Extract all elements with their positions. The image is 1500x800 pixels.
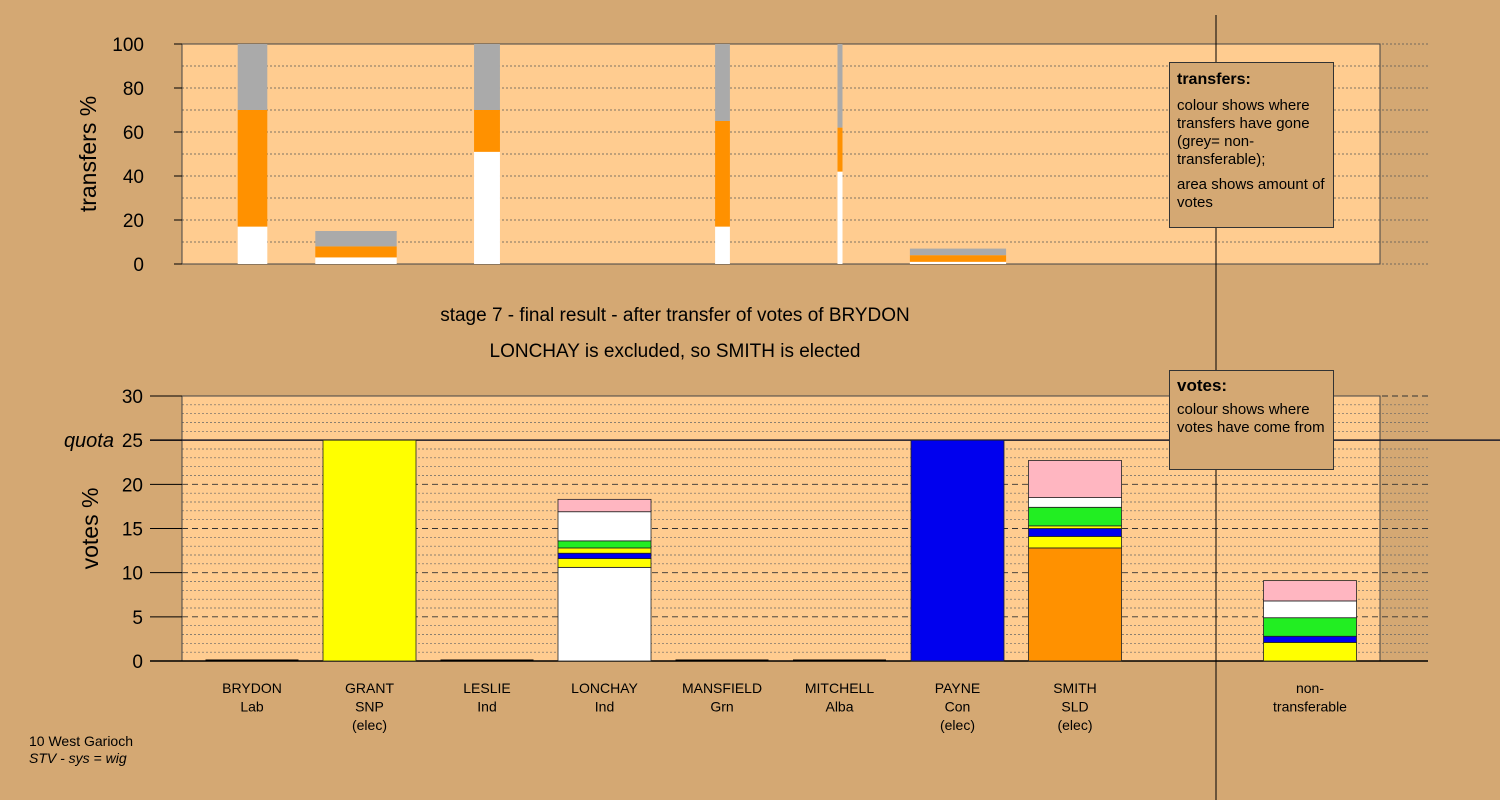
transfers-y-tick-label: 0 — [133, 255, 144, 276]
vote-segment-smith-alba — [1028, 460, 1122, 498]
transfer-segment-mitchell-non-transferable — [837, 44, 843, 128]
stage-subtitle: LONCHAY is excluded, so SMITH is elected — [489, 341, 861, 362]
candidate-name-label: LONCHAY — [571, 680, 638, 696]
vote-segment-smith-sld — [1028, 547, 1122, 662]
transfer-segment-payne-smith — [909, 255, 1007, 262]
candidate-name-label: PAYNE — [935, 680, 980, 696]
votes-y-tick-label: 5 — [132, 608, 143, 629]
vote-segment-non-transferable-con — [1263, 635, 1357, 643]
candidate-name-label: non- — [1296, 680, 1324, 696]
candidate-detail-label: (elec) — [352, 717, 387, 733]
vote-segment-lonchay-ind — [557, 566, 652, 662]
transfers-y-tick-label: 100 — [112, 35, 144, 56]
transfer-segment-mansfield-non-transferable — [715, 44, 730, 121]
transfer-segment-mitchell-smith — [837, 127, 843, 172]
candidate-detail-label: Ind — [477, 699, 496, 715]
transfers-legend: transfers: colour shows where transfers … — [1169, 62, 1334, 228]
transfer-segment-payne-lonchay — [909, 261, 1007, 264]
transfers-y-tick-label: 40 — [123, 167, 144, 188]
votes-legend-title: votes: — [1177, 376, 1228, 395]
transfer-segment-mitchell-lonchay — [837, 171, 843, 264]
candidate-detail-label: SLD — [1061, 699, 1088, 715]
vote-segment-grant-snp — [322, 439, 417, 662]
vote-segment-non-transferable-snp — [1263, 642, 1357, 662]
transfers-y-tick-label: 20 — [123, 211, 144, 232]
vote-segment-lonchay-con — [557, 552, 652, 559]
transfer-segment-payne-non-transferable — [909, 248, 1007, 256]
footer: 10 West Garioch STV - sys = wig — [29, 733, 133, 767]
candidate-name-label: SMITH — [1053, 680, 1097, 696]
quota-label: quota — [64, 430, 114, 452]
transfer-segment-grant-smith — [315, 246, 397, 258]
transfer-segment-mansfield-lonchay — [715, 226, 730, 264]
transfer-segment-brydon-smith — [237, 110, 268, 227]
candidate-detail-label: Alba — [825, 699, 853, 715]
votes-legend-line1: colour shows where votes have come from — [1177, 401, 1325, 436]
transfer-segment-brydon-lonchay — [237, 226, 268, 264]
votes-y-tick-label: 25 — [122, 431, 143, 452]
vote-segment-lonchay-snp — [557, 558, 652, 568]
transfers-legend-title: transfers: — [1177, 71, 1251, 88]
transfers-y-axis-label: transfers % — [75, 96, 101, 212]
stage-title: stage 7 - final result - after transfer … — [440, 305, 910, 326]
vote-segment-smith-con — [1028, 528, 1122, 537]
transfers-plot-border — [181, 43, 1381, 265]
vote-segment-non-transferable-alba — [1263, 580, 1357, 602]
transfers-y-tick-label: 80 — [123, 79, 144, 100]
transfer-segment-leslie-non-transferable — [474, 44, 500, 110]
candidate-detail-label: transferable — [1273, 699, 1347, 715]
vote-segment-smith-grn — [1028, 506, 1122, 527]
system-label: STV - sys = wig — [29, 750, 127, 766]
transfers-legend-line1: colour shows where transfers have gone (… — [1177, 97, 1310, 168]
transfer-segment-grant-lonchay — [315, 257, 397, 264]
vote-segment-lonchay-alba — [557, 498, 652, 513]
candidate-name-label: MANSFIELD — [682, 680, 762, 696]
candidate-name-label: BRYDON — [222, 680, 282, 696]
votes-y-tick-label: 15 — [122, 520, 143, 541]
vote-segment-smith-ind — [1028, 497, 1122, 508]
votes-legend: votes: colour shows where votes have com… — [1169, 370, 1334, 470]
transfer-segment-mansfield-smith — [715, 121, 730, 227]
vote-segment-payne-con — [910, 439, 1005, 662]
transfer-segment-leslie-smith — [474, 110, 500, 152]
vote-segment-smith-snp — [1028, 536, 1122, 549]
transfer-segment-brydon-non-transferable — [237, 44, 268, 110]
transfer-segment-leslie-lonchay — [474, 151, 500, 264]
candidate-name-label: MITCHELL — [805, 680, 874, 696]
candidate-detail-label: (elec) — [1057, 717, 1092, 733]
candidate-name-label: GRANT — [345, 680, 394, 696]
transfers-y-tick-label: 60 — [123, 123, 144, 144]
votes-y-axis-label: votes % — [77, 488, 103, 570]
ward-name: 10 West Garioch — [29, 733, 134, 749]
transfers-legend-line2: area shows amount of votes — [1177, 176, 1325, 211]
votes-y-tick-label: 10 — [122, 564, 143, 585]
vote-segment-non-transferable-ind — [1263, 600, 1357, 619]
candidate-name-label: LESLIE — [463, 680, 510, 696]
vote-segment-lonchay-ind — [557, 511, 652, 542]
candidate-detail-label: Lab — [240, 699, 264, 715]
votes-y-tick-label: 0 — [132, 652, 143, 673]
vote-segment-lonchay-snp — [557, 547, 652, 554]
vote-segment-lonchay-grn — [557, 540, 652, 549]
candidate-detail-label: Con — [945, 699, 971, 715]
candidate-detail-label: Grn — [710, 699, 733, 715]
candidate-detail-label: SNP — [355, 699, 384, 715]
candidate-detail-label: Ind — [595, 699, 614, 715]
vote-segment-non-transferable-grn — [1263, 617, 1357, 637]
candidate-detail-label: (elec) — [940, 717, 975, 733]
transfer-segment-grant-non-transferable — [315, 231, 397, 247]
votes-y-tick-label: 20 — [122, 475, 143, 496]
votes-y-tick-label: 30 — [122, 387, 143, 408]
